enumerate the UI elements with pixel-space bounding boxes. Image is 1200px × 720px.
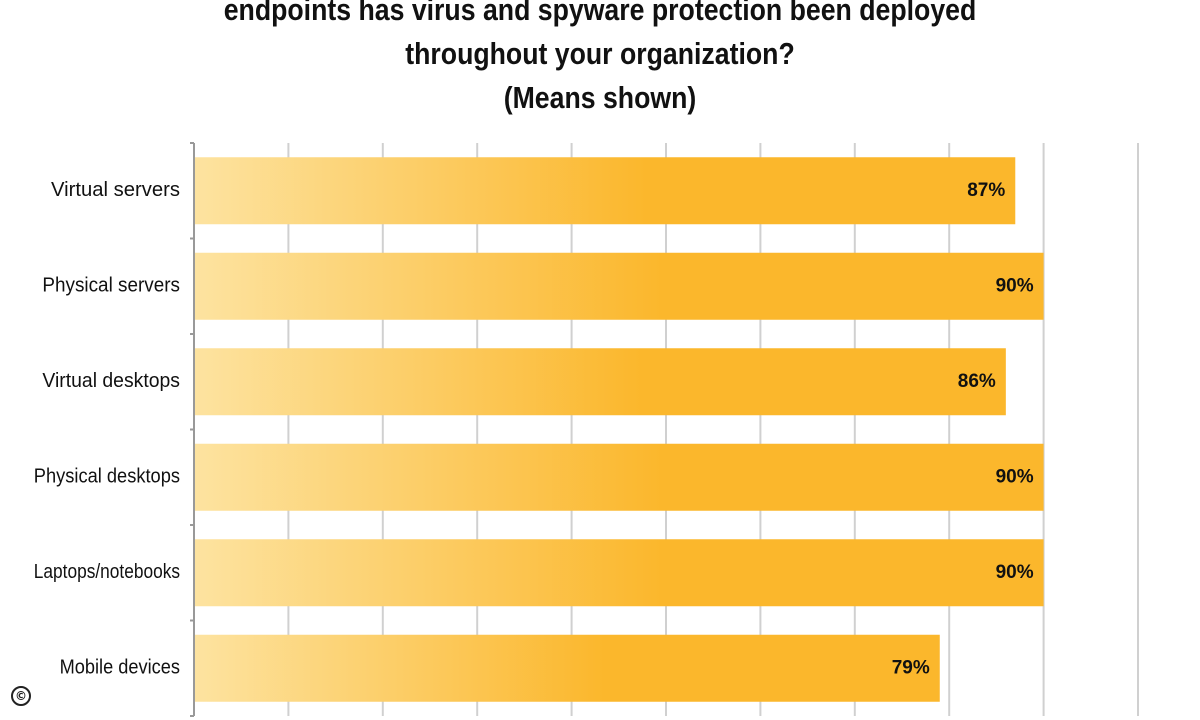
y-axis [190, 142, 195, 717]
category-label: Physical servers [42, 275, 180, 297]
copyright-icon: © [11, 686, 31, 706]
category-label: Physical desktops [34, 466, 180, 488]
category-label: Mobile devices [60, 657, 180, 679]
chart-title-line-3: (Means shown) [503, 80, 697, 115]
category-label: Laptops/notebooks [34, 561, 180, 583]
value-label: 90% [996, 562, 1034, 583]
chart-title: endpoints has virus and spyware protecti… [84, 0, 1116, 120]
bar-1 [195, 157, 1016, 225]
bar-6 [195, 634, 940, 702]
value-label: 90% [996, 466, 1034, 487]
bar-4 [195, 443, 1044, 511]
value-label: 90% [996, 275, 1034, 296]
bars [195, 157, 1044, 702]
category-label: Virtual desktops [42, 370, 180, 392]
chart-title-line-2: throughout your organization? [405, 36, 795, 71]
value-label: 86% [958, 371, 996, 392]
labels: Virtual servers 87% Physical servers 90% Vir… [34, 179, 1034, 679]
chart-title-line-1: endpoints has virus and spyware protecti… [223, 0, 977, 27]
category-label: Virtual servers [51, 179, 180, 201]
bar-3 [195, 348, 1006, 416]
grid-lines [287, 143, 1139, 716]
bar-5 [195, 539, 1044, 607]
value-label: 87% [967, 180, 1005, 201]
bar-2 [195, 252, 1044, 320]
value-label: 79% [892, 657, 930, 678]
